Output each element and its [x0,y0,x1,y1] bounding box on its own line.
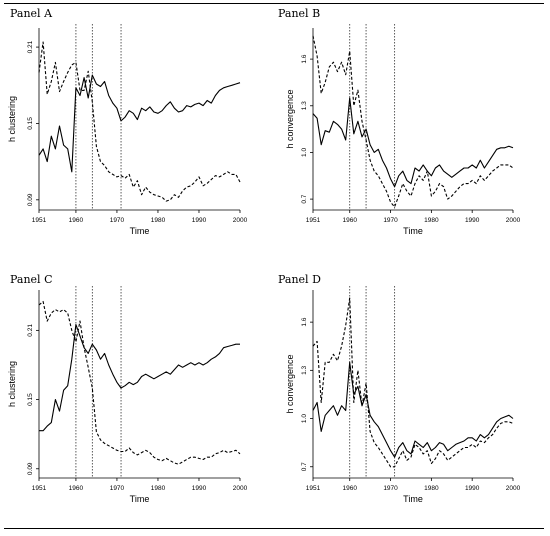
x-tick-label: 1970 [383,485,398,492]
panel-b-y-axis-label: h convergence [285,89,295,148]
x-tick-label: 1980 [424,485,439,492]
x-tick-label: 1970 [383,217,398,224]
panel-b-series-solid [312,97,514,188]
x-tick-label: 2000 [233,217,248,224]
bottom-rule [4,528,544,529]
x-tick-label: 1990 [465,485,480,492]
panel-b-series-dashed [312,35,514,208]
panel-a-x-axis-label: Time [130,226,150,236]
x-tick-label: 1990 [465,217,480,224]
panel-d-series-solid [312,361,514,458]
x-tick-label: 1990 [192,217,207,224]
panel-a-series-solid [38,74,241,173]
panel-a-y-axis-label: h clustering [7,96,17,142]
panel-c-y-axis-label: h clustering [7,361,17,407]
x-tick-label: 2000 [233,485,248,492]
y-tick-label: 0.09 [27,462,34,475]
y-tick-label: 0.15 [27,117,34,130]
x-tick-label: 1960 [343,485,358,492]
y-tick-label: 0.15 [27,393,34,406]
y-tick-label: 1.3 [301,101,308,110]
panel-d-label: Panel D [278,273,321,286]
panel-c-series-dashed [38,300,241,465]
y-tick-label: 0.09 [27,193,34,206]
x-tick-label: 1951 [306,485,321,492]
x-tick-label: 1990 [192,485,207,492]
y-tick-label: 0.7 [301,194,308,203]
x-tick-label: 1951 [306,217,321,224]
panel-b-plot: 0.7 1.0 1.3 1.6 1951 1960 1970 1980 1990 2000 Time… [285,24,521,236]
panel-d-y-axis-label: h convergence [285,354,295,413]
panel-b-label: Panel B [278,7,321,20]
y-tick-label: 1.3 [301,365,308,374]
panel-a-series-dashed [38,41,241,202]
x-tick-label: 1980 [424,217,439,224]
panel-a-plot: 0.09 0.15 0.21 1951 1960 1970 1980 1990 2000 Time… [7,24,248,236]
y-tick-label: 0.7 [301,462,308,471]
x-tick-label: 1960 [69,485,84,492]
x-tick-label: 1970 [110,485,125,492]
y-tick-label: 1.0 [301,148,308,157]
panel-c-x-axis-label: Time [130,494,150,504]
panel-a-label: Panel A [10,7,53,20]
panel-c-series-solid [39,324,240,432]
x-tick-label: 2000 [506,485,521,492]
panel-d-x-axis-label: Time [403,494,423,504]
x-tick-label: 2000 [506,217,521,224]
y-tick-label: 1.6 [301,54,308,63]
x-tick-label: 1980 [151,217,166,224]
x-tick-label: 1960 [69,217,84,224]
y-tick-label: 1.0 [301,414,308,423]
x-tick-label: 1951 [32,217,47,224]
x-tick-label: 1970 [110,217,125,224]
y-tick-label: 1.6 [301,317,308,326]
y-tick-label: 0.21 [27,324,34,337]
panel-c-label: Panel C [10,273,53,286]
y-tick-label: 0.21 [27,40,34,53]
panel-c-plot: 0.09 0.15 0.21 1951 1960 1970 1980 1990 2000 Time… [7,286,248,504]
panel-d-plot: 0.7 1.0 1.3 1.6 1951 1960 1970 1980 1990 2000 Time… [285,286,521,504]
x-tick-label: 1951 [32,485,47,492]
panel-b-x-axis-label: Time [403,226,423,236]
x-tick-label: 1980 [151,485,166,492]
panel-d-series-dashed [312,297,514,468]
x-tick-label: 1960 [343,217,358,224]
top-rule [4,3,544,4]
